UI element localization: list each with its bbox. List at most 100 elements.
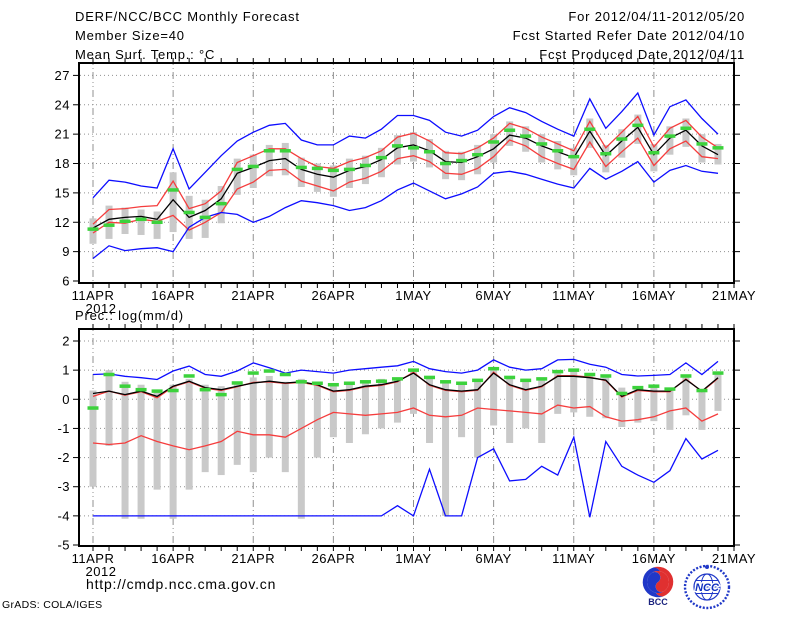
spread-bar <box>666 387 674 430</box>
spread-bar <box>602 144 610 173</box>
mean-dash <box>440 161 452 166</box>
spread-bar <box>393 377 401 423</box>
mean-dash <box>359 380 371 384</box>
min_blue-line <box>92 160 719 260</box>
mean-dash <box>391 144 403 148</box>
x-tick-label: 16APR <box>151 288 195 303</box>
spread-bar <box>265 375 273 458</box>
spread-bar <box>442 380 450 516</box>
spread-bar <box>650 384 658 422</box>
spread-bar <box>89 218 97 244</box>
x-tick-label: 6MAY <box>475 551 511 566</box>
x-tick-label: 21APR <box>231 551 275 566</box>
source-url-text: http://cmdp.ncc.cma.gov.cn <box>86 576 277 592</box>
y-tick-label: -3 <box>57 479 70 494</box>
mean-dash <box>327 168 339 173</box>
mean-dash <box>520 378 532 383</box>
spread-bar <box>458 381 466 438</box>
spread-bar <box>137 209 145 235</box>
mean-dash <box>696 388 708 393</box>
spread-bar <box>169 172 177 233</box>
spread-bar <box>233 381 241 465</box>
mean-dash <box>103 372 115 377</box>
mean-dash <box>456 158 468 163</box>
spread-bar <box>698 389 706 430</box>
spread-bar <box>377 378 385 429</box>
mean-dash <box>472 152 484 157</box>
spread-bar <box>474 144 482 175</box>
mean-dash <box>119 384 131 388</box>
mean-dash <box>87 227 99 231</box>
spread-bar <box>345 381 353 443</box>
mean-dash <box>359 163 371 168</box>
plot-border <box>78 62 735 284</box>
spread-bar <box>426 375 434 443</box>
mean-dash <box>343 381 355 386</box>
spread-bar <box>169 384 177 519</box>
y-tick-labels: -5 -4 -3 -2 -1 0 1 2 <box>57 334 70 553</box>
spread-bar <box>345 158 353 188</box>
mean-dash <box>696 142 708 146</box>
spread-bar <box>137 384 145 519</box>
ncc-logo-top-emblem <box>705 565 709 569</box>
mean-dash <box>311 166 323 171</box>
spread-bar <box>602 374 610 419</box>
ncc-logo-wreath <box>683 564 731 610</box>
mean-dash <box>568 154 580 159</box>
y-tick-label: 18 <box>55 156 70 171</box>
x-tick-label: 16APR <box>151 551 195 566</box>
mean-dash <box>247 164 259 169</box>
spread-bar <box>522 126 530 152</box>
median_black-line <box>92 372 719 398</box>
mean-dash <box>632 385 644 390</box>
mean-dash <box>568 368 580 372</box>
spread-bar <box>554 140 562 170</box>
mean-dash <box>680 374 692 378</box>
mean-dash <box>247 371 259 375</box>
mean-dash <box>600 151 612 156</box>
mean-dash <box>375 379 387 383</box>
mean-dash <box>472 378 484 383</box>
spread-bar <box>410 368 417 414</box>
max_blue-line <box>92 358 719 381</box>
mean-dash <box>151 220 163 225</box>
mean-dash <box>584 372 596 377</box>
mean-dash <box>600 374 612 378</box>
min_blue-line <box>93 435 719 518</box>
header-refer-date: Fcst Started Refer Date 2012/04/10 <box>512 28 745 43</box>
x-tick-label: 11APR <box>72 551 115 566</box>
y-tick-label: 21 <box>55 127 70 142</box>
median_black-line <box>92 126 719 229</box>
spread-bar <box>201 384 209 473</box>
spread-bar <box>634 114 642 144</box>
mean-dash <box>632 123 644 128</box>
y-tick-label: -2 <box>57 450 70 465</box>
spread-bar <box>329 383 337 438</box>
mean-dash <box>375 155 387 160</box>
mean-dash <box>263 149 275 153</box>
spread-bar <box>698 134 706 163</box>
x-tick-labels: 11APR 16APR 21APR 26APR 1MAY 6MAY 11MAY 16MAY 21… <box>72 551 756 579</box>
mean-dash <box>488 366 500 371</box>
ncc-logo-label: NCC <box>695 582 720 594</box>
lower_red-line <box>92 404 719 451</box>
spread-bar <box>554 370 562 414</box>
x-tick-labels: 11APR 16APR 21APR 26APR 1MAY 6MAY 11MAY 16MAY 21… <box>72 288 756 316</box>
y-tick-label: 12 <box>55 215 70 230</box>
x-tick-label: 11MAY <box>552 288 595 303</box>
mean-dash <box>456 381 468 386</box>
mean-dash <box>391 377 403 381</box>
plot-border <box>78 328 735 547</box>
spread-bar <box>233 158 241 195</box>
spread-bar <box>618 387 626 427</box>
mean-dash <box>231 167 243 172</box>
spread-bar <box>570 368 578 413</box>
spread-bar <box>281 381 289 473</box>
y-tick-label: 0 <box>62 392 70 407</box>
h-gridlines <box>80 340 733 517</box>
y-tick-label: -1 <box>57 421 70 436</box>
mean-dash <box>488 140 500 144</box>
spread-bar <box>297 378 305 519</box>
mean-dash <box>343 167 355 172</box>
